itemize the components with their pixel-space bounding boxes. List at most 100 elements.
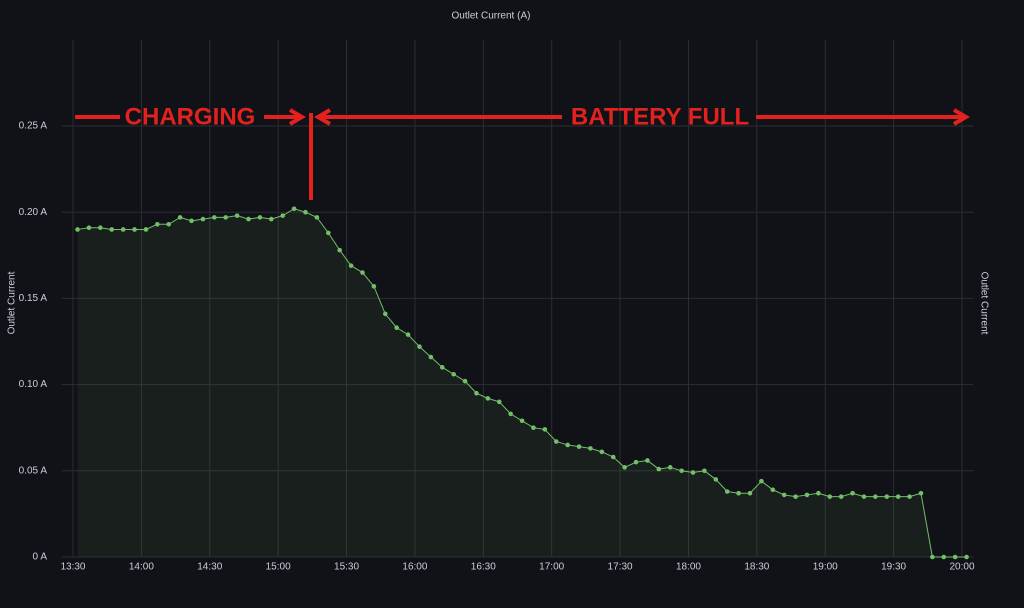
point [382, 311, 388, 317]
point [291, 206, 297, 212]
point [474, 390, 479, 396]
point [656, 466, 662, 472]
point [337, 247, 342, 253]
point [508, 411, 513, 417]
x-tick-label: 19:30 [881, 562, 906, 573]
x-tick-label: 13:30 [60, 562, 85, 573]
chart-title: Outlet Current (A) [452, 11, 531, 22]
point [394, 325, 399, 331]
point [519, 418, 525, 424]
x-tick-label: 20:00 [949, 562, 974, 573]
point [838, 494, 844, 499]
y-tick-label: 0.20 A [19, 207, 48, 218]
point [428, 354, 434, 360]
annotation: CHARGING [125, 103, 256, 130]
point [485, 396, 491, 401]
point [576, 444, 582, 449]
point [736, 490, 741, 496]
annotation: BATTERY FULL [571, 103, 749, 130]
point [348, 263, 354, 268]
point [770, 487, 776, 493]
point [360, 270, 365, 275]
x-tick-label: 16:30 [471, 562, 496, 573]
point [724, 489, 730, 494]
point [861, 494, 867, 499]
y-tick-label: 0 A [33, 552, 48, 563]
point [189, 218, 194, 224]
point [781, 492, 787, 498]
point [531, 425, 536, 431]
point [690, 470, 696, 475]
point [599, 449, 605, 455]
point [895, 494, 901, 499]
point [326, 230, 331, 236]
point [155, 221, 160, 227]
point [827, 494, 833, 499]
point [303, 209, 308, 215]
annotation-arrows [75, 108, 970, 200]
y-tick-label: 0.25 A [19, 121, 48, 132]
point [542, 427, 548, 432]
point [918, 490, 924, 496]
point [747, 490, 753, 496]
point [269, 216, 274, 222]
point [223, 215, 229, 220]
point [462, 378, 468, 384]
point [702, 468, 707, 474]
point [143, 227, 149, 232]
point [565, 442, 570, 448]
point [75, 227, 80, 232]
x-tick-label: 15:00 [266, 562, 291, 573]
point [941, 554, 947, 560]
point [132, 227, 137, 232]
x-tick-label: 15:30 [334, 562, 359, 573]
point [257, 215, 263, 220]
point [200, 216, 206, 222]
point [439, 365, 445, 370]
point [212, 215, 217, 220]
point [98, 225, 103, 231]
y-tick-label: 0.15 A [19, 293, 48, 304]
x-tick-label: 19:00 [813, 562, 838, 573]
x-tick-label: 16:00 [402, 562, 427, 573]
point [405, 332, 411, 337]
point [622, 465, 627, 470]
point [907, 494, 912, 499]
point [713, 477, 719, 482]
point [952, 554, 958, 560]
x-tick-label: 14:30 [197, 562, 222, 573]
point [280, 213, 286, 218]
point [884, 494, 890, 499]
point [246, 216, 251, 222]
point [964, 554, 969, 560]
point [667, 465, 673, 470]
point [816, 490, 821, 496]
point [86, 225, 92, 231]
x-tick-label: 17:00 [539, 562, 564, 573]
point [234, 213, 240, 218]
point [610, 454, 616, 460]
x-tick-label: 18:30 [744, 562, 769, 573]
area [77, 208, 967, 557]
point [930, 554, 935, 560]
point [588, 446, 593, 451]
point [793, 494, 798, 499]
point [679, 468, 684, 474]
point [553, 439, 559, 444]
y-tick-label: 0.05 A [19, 465, 48, 476]
point [873, 494, 878, 499]
point [496, 399, 502, 405]
point [645, 458, 650, 463]
point [109, 227, 115, 232]
y-tick-label: 0.10 A [19, 379, 48, 390]
y-axis-label: Outlet Current [7, 271, 18, 334]
point [633, 459, 639, 465]
point [759, 478, 764, 484]
point [177, 215, 183, 220]
point [451, 371, 456, 377]
point [371, 284, 377, 289]
x-tick-label: 18:00 [676, 562, 701, 573]
y2-axis-label: Outlet Current [978, 272, 989, 335]
point [314, 215, 320, 220]
